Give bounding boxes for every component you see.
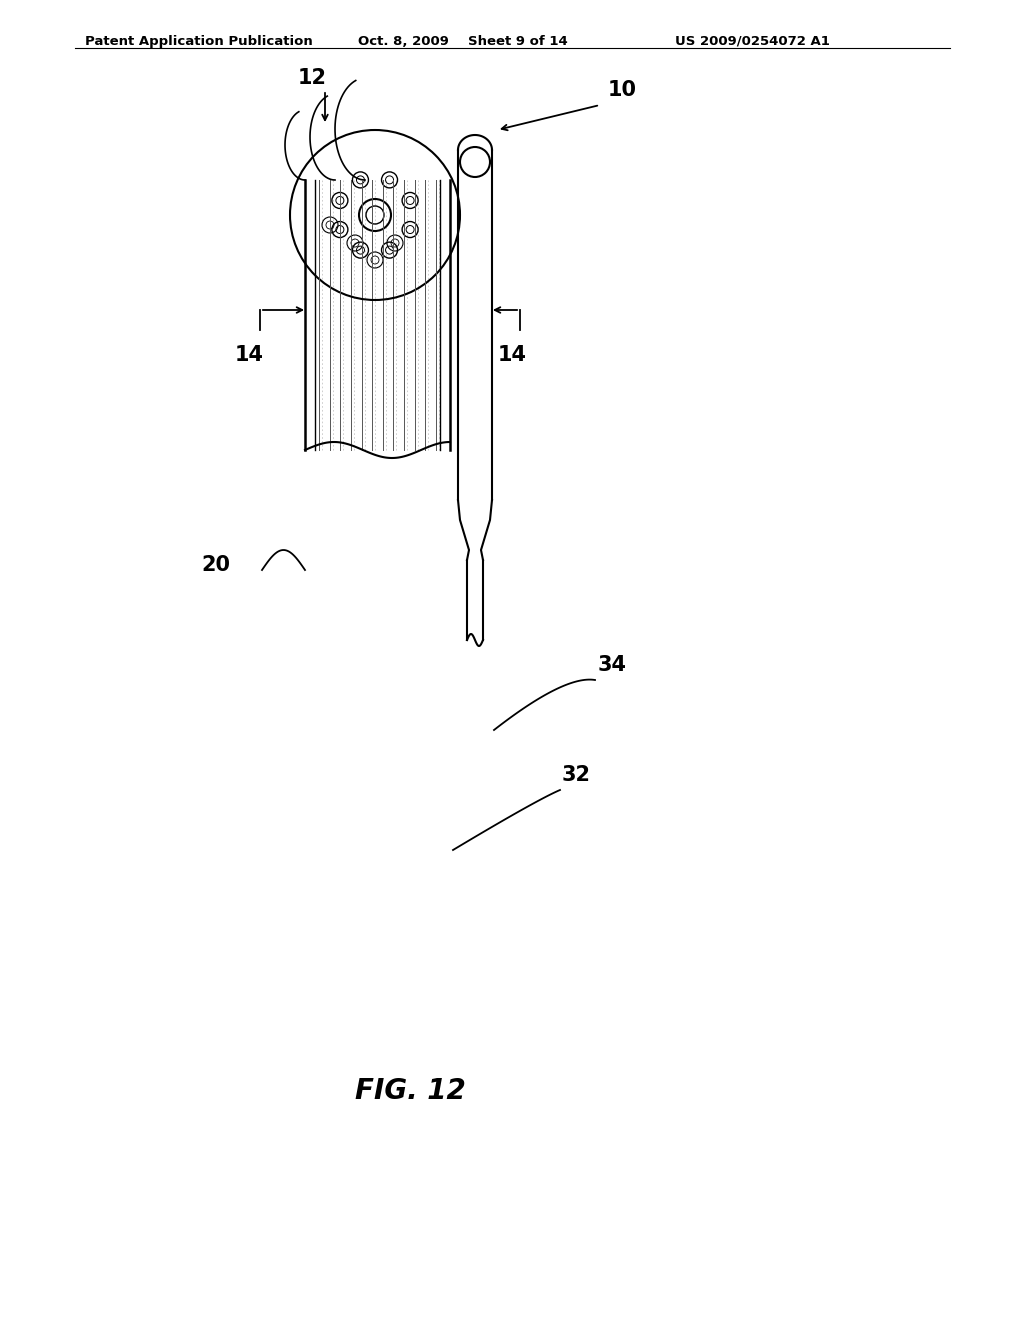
Text: Oct. 8, 2009: Oct. 8, 2009 (358, 36, 449, 48)
Text: Sheet 9 of 14: Sheet 9 of 14 (468, 36, 567, 48)
Text: FIG. 12: FIG. 12 (355, 1077, 466, 1105)
Text: 10: 10 (608, 81, 637, 100)
Text: 12: 12 (298, 69, 327, 88)
Text: 14: 14 (498, 345, 527, 366)
Text: 34: 34 (598, 655, 627, 675)
Text: Patent Application Publication: Patent Application Publication (85, 36, 312, 48)
Text: US 2009/0254072 A1: US 2009/0254072 A1 (675, 36, 829, 48)
Text: 14: 14 (234, 345, 264, 366)
Text: 32: 32 (562, 766, 591, 785)
Text: 20: 20 (201, 554, 230, 576)
